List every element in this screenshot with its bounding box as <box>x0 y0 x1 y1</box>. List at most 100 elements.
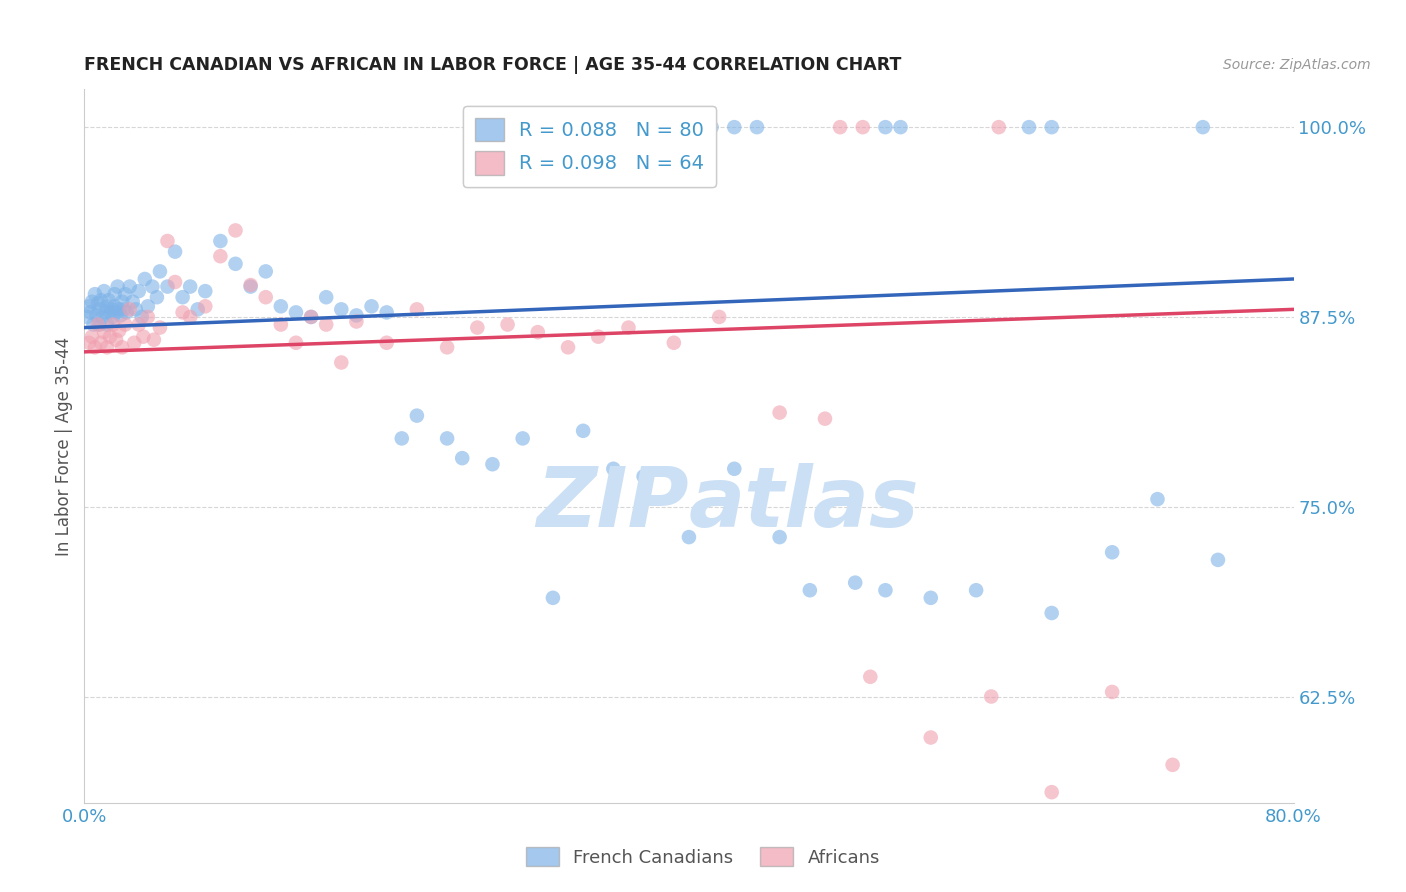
Point <box>1206 553 1229 567</box>
Point <box>920 731 942 745</box>
Point <box>852 120 875 135</box>
Point <box>165 244 187 259</box>
Y-axis label: In Labor Force | Age 35-44: In Labor Force | Age 35-44 <box>55 336 73 556</box>
Point <box>101 310 124 324</box>
Point <box>209 234 232 248</box>
Point <box>987 120 1010 135</box>
Point <box>96 340 118 354</box>
Point <box>575 120 598 135</box>
Point <box>610 120 633 135</box>
Point <box>89 302 111 317</box>
Text: Source: ZipAtlas.com: Source: ZipAtlas.com <box>1223 58 1371 72</box>
Point <box>79 305 101 319</box>
Point <box>830 120 852 135</box>
Point <box>360 299 382 313</box>
Point <box>76 310 98 324</box>
Point <box>172 290 194 304</box>
Point <box>80 329 103 343</box>
Point <box>134 272 156 286</box>
Point <box>142 333 165 347</box>
Point <box>179 310 201 324</box>
Point <box>270 318 292 332</box>
Point <box>141 279 163 293</box>
Point <box>980 690 1002 704</box>
Point <box>111 340 134 354</box>
Point <box>745 120 768 135</box>
Point <box>285 335 308 350</box>
Point <box>1040 606 1063 620</box>
Point <box>655 120 678 135</box>
Point <box>93 284 115 298</box>
Point <box>709 310 731 324</box>
Point <box>136 310 159 324</box>
Point <box>156 234 179 248</box>
Point <box>920 591 942 605</box>
Point <box>1101 685 1123 699</box>
Point <box>965 583 987 598</box>
Point <box>299 310 322 324</box>
Point <box>156 279 179 293</box>
Point <box>194 284 217 298</box>
Point <box>108 302 131 317</box>
Point <box>700 120 723 135</box>
Point <box>115 305 138 319</box>
Point <box>299 310 322 324</box>
Point <box>84 340 107 354</box>
Point <box>375 305 398 319</box>
Point <box>633 469 655 483</box>
Point <box>91 310 114 324</box>
Point <box>406 409 429 423</box>
Point <box>481 457 503 471</box>
Point <box>118 302 141 317</box>
Point <box>859 670 882 684</box>
Text: atlas: atlas <box>689 463 920 543</box>
Point <box>105 333 128 347</box>
Legend: R = 0.088   N = 80, R = 0.098   N = 64: R = 0.088 N = 80, R = 0.098 N = 64 <box>463 106 716 186</box>
Text: FRENCH CANADIAN VS AFRICAN IN LABOR FORCE | AGE 35-44 CORRELATION CHART: FRENCH CANADIAN VS AFRICAN IN LABOR FORC… <box>84 56 901 74</box>
Point <box>254 290 277 304</box>
Point <box>617 320 640 334</box>
Point <box>602 462 624 476</box>
Point <box>98 305 121 319</box>
Point <box>96 318 118 332</box>
Point <box>194 299 217 313</box>
Point <box>315 290 337 304</box>
Point <box>136 299 159 313</box>
Point <box>254 264 277 278</box>
Point <box>527 120 550 135</box>
Point <box>111 294 134 309</box>
Point <box>588 329 610 343</box>
Point <box>179 279 201 293</box>
Point <box>149 320 172 334</box>
Point <box>239 279 262 293</box>
Point <box>814 411 837 425</box>
Point <box>225 257 247 271</box>
Point <box>330 302 353 317</box>
Point <box>121 294 143 309</box>
Point <box>172 305 194 319</box>
Point <box>391 431 413 445</box>
Point <box>436 431 458 445</box>
Point <box>82 318 104 332</box>
Point <box>1222 804 1244 818</box>
Point <box>84 287 107 301</box>
Point <box>100 302 122 317</box>
Point <box>1192 120 1215 135</box>
Point <box>375 335 398 350</box>
Point <box>875 583 897 598</box>
Point <box>97 293 120 308</box>
Point <box>844 575 866 590</box>
Point <box>90 293 112 308</box>
Point <box>467 320 489 334</box>
Point <box>225 223 247 237</box>
Point <box>118 279 141 293</box>
Legend: French Canadians, Africans: French Canadians, Africans <box>519 840 887 874</box>
Point <box>110 309 132 323</box>
Point <box>77 335 100 350</box>
Point <box>1018 120 1040 135</box>
Point <box>89 318 111 332</box>
Point <box>131 310 153 324</box>
Point <box>209 249 232 263</box>
Point <box>769 530 792 544</box>
Point <box>104 299 127 313</box>
